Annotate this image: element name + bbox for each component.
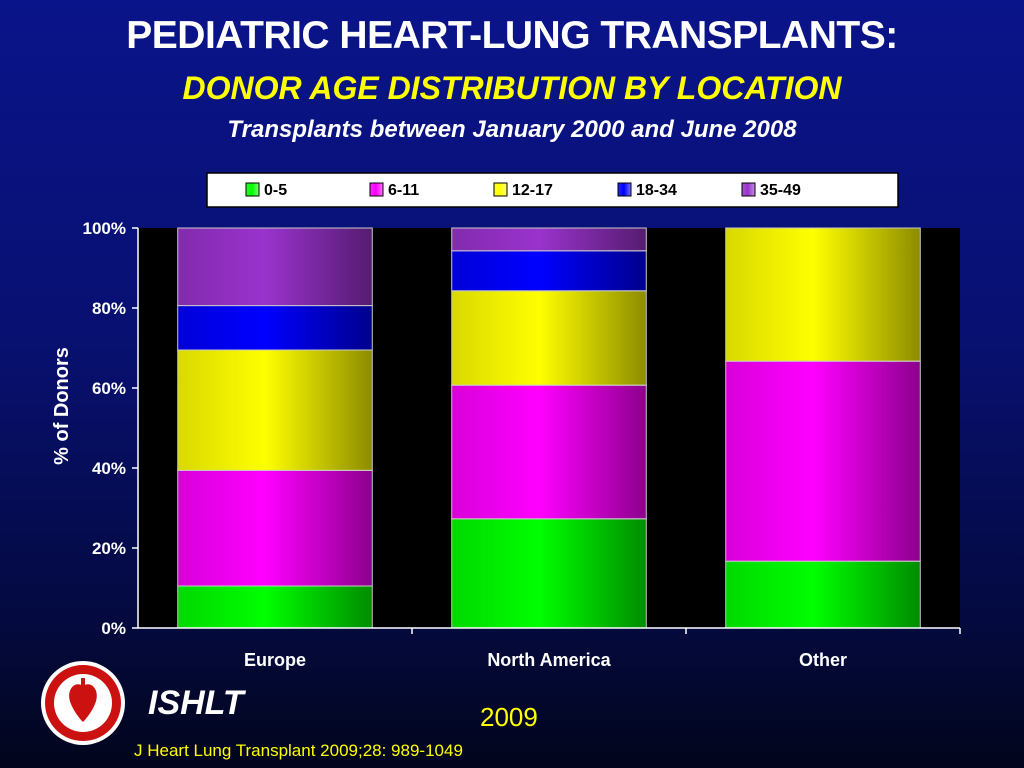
- ishlt-logo-icon: [41, 661, 125, 745]
- legend-label-18-34: 18-34: [636, 182, 677, 199]
- y-axis-label: % of Donors: [51, 347, 73, 465]
- y-tick-label: 40%: [92, 459, 126, 478]
- legend-swatch-18-34: [617, 182, 632, 197]
- y-tick-label: 20%: [92, 539, 126, 558]
- bar-north-america-0-5: [451, 518, 647, 629]
- bar-north-america-18-34: [451, 250, 647, 292]
- legend-label-6-11: 6-11: [388, 182, 419, 199]
- bar-north-america-35-49: [451, 227, 647, 252]
- axes: 0% 20% 40% 60% 80% 100% Europe North America Oth…: [83, 219, 961, 670]
- x-tick-label-north-america: North America: [487, 650, 611, 670]
- x-tick-label-other: Other: [799, 650, 847, 670]
- bar-north-america-6-11: [451, 384, 647, 520]
- y-tick-label: 80%: [92, 299, 126, 318]
- bar-europe-6-11: [177, 469, 373, 587]
- legend-swatch-0-5: [245, 182, 260, 197]
- bar-europe-18-34: [177, 305, 373, 351]
- bar-other-12-17: [725, 227, 921, 362]
- legend-label-35-49: 35-49: [760, 182, 801, 199]
- page-subsubtitle: Transplants between January 2000 and Jun…: [227, 116, 797, 143]
- y-tick-label: 100%: [83, 219, 126, 238]
- legend-label-12-17: 12-17: [512, 182, 553, 199]
- bar-europe-35-49: [177, 227, 373, 307]
- legend-label-0-5: 0-5: [264, 182, 287, 199]
- citation: J Heart Lung Transplant 2009;28: 989-104…: [134, 741, 463, 760]
- page-title: PEDIATRIC HEART-LUNG TRANSPLANTS:: [126, 14, 898, 57]
- legend-swatch-12-17: [493, 182, 508, 197]
- bars: [177, 227, 921, 629]
- x-tick-label-europe: Europe: [244, 650, 306, 670]
- org-name: ISHLT: [148, 684, 244, 722]
- page-subtitle: DONOR AGE DISTRIBUTION BY LOCATION: [182, 70, 842, 106]
- bar-europe-12-17: [177, 349, 373, 471]
- legend-box: [206, 172, 899, 208]
- legend-swatch-35-49: [741, 182, 756, 197]
- y-tick-label: 0%: [101, 619, 126, 638]
- year-label: 2009: [480, 702, 538, 732]
- bar-europe-0-5: [177, 585, 373, 629]
- bar-other-0-5: [725, 560, 921, 629]
- y-tick-label: 60%: [92, 379, 126, 398]
- legend: 0-5 6-11 12-17 18-34 35-49: [245, 182, 801, 199]
- bar-other-6-11: [725, 360, 921, 562]
- legend-swatch-6-11: [369, 182, 384, 197]
- bar-north-america-12-17: [451, 290, 647, 386]
